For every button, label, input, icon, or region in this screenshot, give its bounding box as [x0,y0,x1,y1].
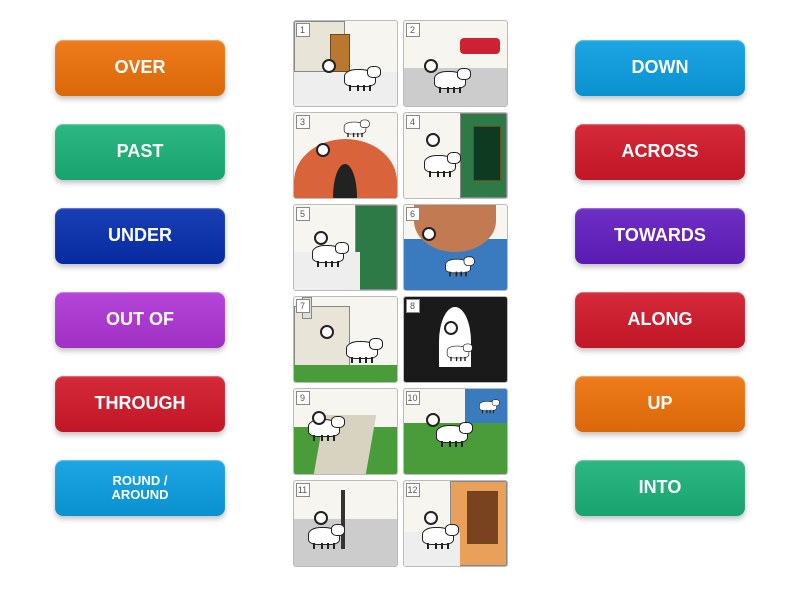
grid-cell-3[interactable]: 3 [293,112,398,199]
label-over[interactable]: OVER [55,40,225,96]
label-into[interactable]: INTO [575,460,745,516]
cell-number: 11 [296,483,310,497]
label-through[interactable]: THROUGH [55,376,225,432]
label-down[interactable]: DOWN [575,40,745,96]
cell-number: 9 [296,391,310,405]
drop-target-11[interactable] [314,511,328,525]
cell-number: 12 [406,483,420,497]
cell-number: 5 [296,207,310,221]
drop-target-10[interactable] [426,413,440,427]
drop-target-2[interactable] [424,59,438,73]
grid-cell-11[interactable]: 11 [293,480,398,567]
drop-target-8[interactable] [444,321,458,335]
right-label-column: DOWN ACROSS TOWARDS ALONG UP INTO [575,40,745,516]
label-up[interactable]: UP [575,376,745,432]
drop-target-4[interactable] [426,133,440,147]
cell-number: 1 [296,23,310,37]
cell-number: 3 [296,115,310,129]
grid-cell-7[interactable]: 7 [293,296,398,383]
image-grid: 1 2 3 4 [290,20,510,580]
grid-cell-1[interactable]: 1 [293,20,398,107]
label-under[interactable]: UNDER [55,208,225,264]
grid-cell-5[interactable]: 5 [293,204,398,291]
label-across[interactable]: ACROSS [575,124,745,180]
drop-target-1[interactable] [322,59,336,73]
cell-number: 6 [406,207,420,221]
grid-cell-4[interactable]: 4 [403,112,508,199]
left-label-column: OVER PAST UNDER OUT OF THROUGH ROUND / AROUND [55,40,225,516]
cell-number: 7 [296,299,310,313]
drop-target-7[interactable] [320,325,334,339]
grid-cell-9[interactable]: 9 [293,388,398,475]
grid-cell-12[interactable]: 12 [403,480,508,567]
drop-target-3[interactable] [316,143,330,157]
drop-target-5[interactable] [314,231,328,245]
cell-number: 2 [406,23,420,37]
matching-activity: OVER PAST UNDER OUT OF THROUGH ROUND / AROUND… [0,0,800,600]
label-round[interactable]: ROUND / AROUND [55,460,225,516]
drop-target-9[interactable] [312,411,326,425]
drop-target-6[interactable] [422,227,436,241]
label-along[interactable]: ALONG [575,292,745,348]
label-outof[interactable]: OUT OF [55,292,225,348]
label-past[interactable]: PAST [55,124,225,180]
grid-cell-2[interactable]: 2 [403,20,508,107]
drop-target-12[interactable] [424,511,438,525]
grid-cell-8[interactable]: 8 [403,296,508,383]
label-towards[interactable]: TOWARDS [575,208,745,264]
cell-number: 10 [406,391,420,405]
cell-number: 4 [406,115,420,129]
cell-number: 8 [406,299,420,313]
grid-cell-10[interactable]: 10 [403,388,508,475]
grid-cell-6[interactable]: 6 [403,204,508,291]
